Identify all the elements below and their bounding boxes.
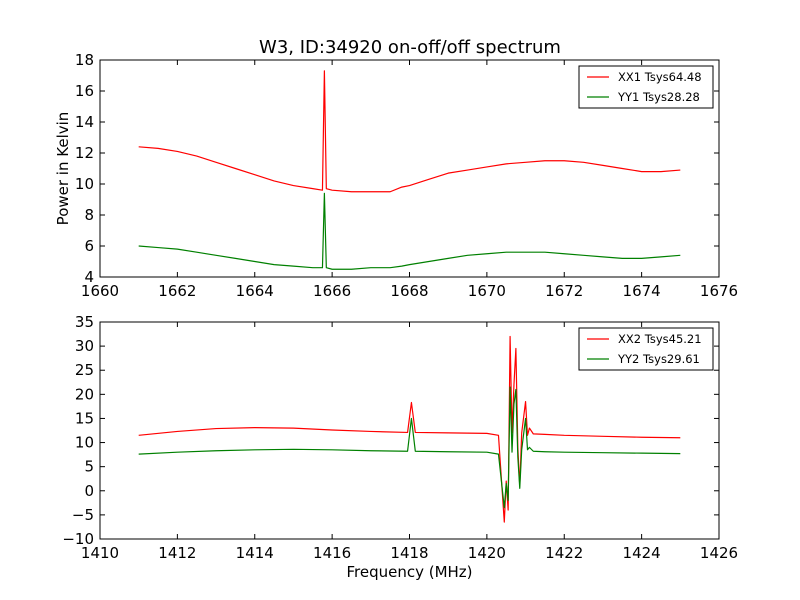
y-axis-label: Power in Kelvin xyxy=(54,112,72,226)
y-tick-label: 15 xyxy=(75,409,94,427)
series-line-0-0 xyxy=(138,70,681,193)
y-tick-label: 8 xyxy=(84,206,94,224)
x-tick-label: 1668 xyxy=(390,282,428,300)
x-tick-label: 1664 xyxy=(236,282,274,300)
x-tick-label: 1414 xyxy=(236,544,274,562)
x-tick-label: 1424 xyxy=(623,544,661,562)
y-tick-label: 18 xyxy=(75,51,94,69)
y-tick-label: −10 xyxy=(62,530,94,548)
y-tick-label: 16 xyxy=(75,82,94,100)
series-line-0-1 xyxy=(138,192,681,270)
legend-entry: XX2 Tsys45.21 xyxy=(618,332,702,346)
x-tick-label: 1674 xyxy=(623,282,661,300)
x-tick-label: 1670 xyxy=(468,282,506,300)
legend-box xyxy=(578,327,714,371)
x-tick-label: 1660 xyxy=(81,282,119,300)
x-tick-label: 1422 xyxy=(545,544,583,562)
y-tick-label: 14 xyxy=(75,113,94,131)
legend-entry: XX1 Tsys64.48 xyxy=(618,70,702,84)
x-tick-label: 1420 xyxy=(468,544,506,562)
x-axis-label: Frequency (MHz) xyxy=(346,563,472,581)
x-tick-label: 1418 xyxy=(390,544,428,562)
legend: XX1 Tsys64.48 YY1 Tsys28.28 xyxy=(578,65,714,109)
x-tick-label: 1416 xyxy=(313,544,351,562)
x-tick-label: 1410 xyxy=(81,544,119,562)
y-tick-label: 25 xyxy=(75,361,94,379)
x-tick-label: 1412 xyxy=(158,544,196,562)
y-tick-label: 5 xyxy=(84,458,94,476)
y-tick-label: 20 xyxy=(75,385,94,403)
top-panel: 1660 1662 1664 1666 1668 1670 1672 1674 1676 4 6 8 1… xyxy=(54,51,738,300)
legend-box xyxy=(578,65,714,109)
x-tick-label: 1662 xyxy=(158,282,196,300)
y-tick-label: 0 xyxy=(84,482,94,500)
y-tick-label: 10 xyxy=(75,434,94,452)
x-tick-label: 1672 xyxy=(545,282,583,300)
y-tick-label: 6 xyxy=(84,237,94,255)
bottom-panel: 1410 1412 1414 1416 1418 1420 1422 1424 1426 −10 −… xyxy=(62,313,738,581)
y-tick-label: −5 xyxy=(72,506,94,524)
x-tick-label: 1426 xyxy=(700,544,738,562)
x-tick-label: 1676 xyxy=(700,282,738,300)
legend-entry: YY1 Tsys28.28 xyxy=(617,90,700,104)
legend-entry: YY2 Tsys29.61 xyxy=(617,352,700,366)
chart-title: W3, ID:34920 on-off/off spectrum xyxy=(259,37,561,58)
y-tick-label: 30 xyxy=(75,337,94,355)
y-tick-label: 35 xyxy=(75,313,94,331)
x-tick-label: 1666 xyxy=(313,282,351,300)
y-tick-label: 4 xyxy=(84,268,94,286)
legend: XX2 Tsys45.21 YY2 Tsys29.61 xyxy=(578,327,714,371)
y-tick-label: 12 xyxy=(75,144,94,162)
series-line-1-1 xyxy=(138,386,681,509)
y-tick-label: 10 xyxy=(75,175,94,193)
